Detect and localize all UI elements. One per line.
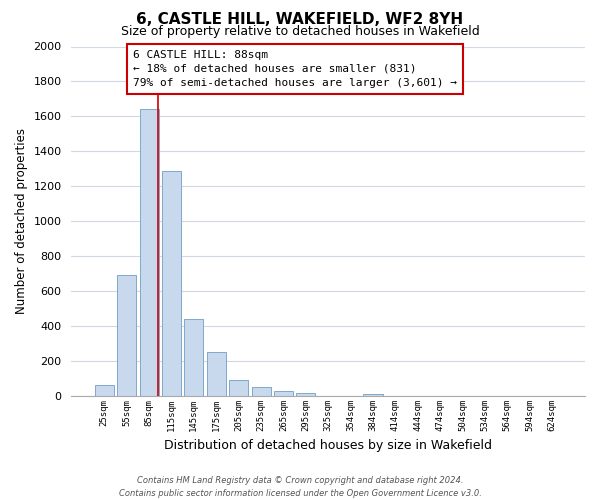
Bar: [117, 274, 136, 396]
Bar: [229, 380, 248, 396]
Text: Size of property relative to detached houses in Wakefield: Size of property relative to detached ho…: [121, 25, 479, 38]
Text: 6, CASTLE HILL, WAKEFIELD, WF2 8YH: 6, CASTLE HILL, WAKEFIELD, WF2 8YH: [136, 12, 464, 28]
Bar: [140, 110, 158, 396]
Bar: [251, 387, 271, 396]
Bar: [296, 392, 316, 396]
X-axis label: Distribution of detached houses by size in Wakefield: Distribution of detached houses by size …: [164, 440, 492, 452]
Bar: [274, 391, 293, 396]
Text: 6 CASTLE HILL: 88sqm
← 18% of detached houses are smaller (831)
79% of semi-deta: 6 CASTLE HILL: 88sqm ← 18% of detached h…: [133, 50, 457, 88]
Y-axis label: Number of detached properties: Number of detached properties: [15, 128, 28, 314]
Text: Contains HM Land Registry data © Crown copyright and database right 2024.
Contai: Contains HM Land Registry data © Crown c…: [119, 476, 481, 498]
Bar: [364, 394, 383, 396]
Bar: [162, 172, 181, 396]
Bar: [184, 319, 203, 396]
Bar: [95, 385, 114, 396]
Bar: [207, 352, 226, 396]
